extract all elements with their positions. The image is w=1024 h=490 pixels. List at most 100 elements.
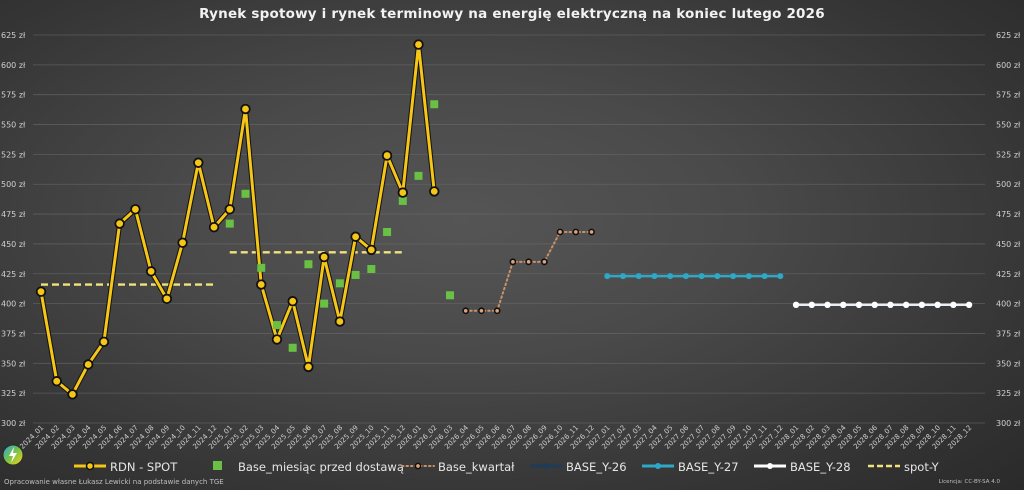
rdn-spot-marker bbox=[51, 376, 62, 387]
y-tick-label: 325 zł bbox=[996, 389, 1021, 398]
y-tick-label: 300 zł bbox=[1, 419, 26, 428]
y-tick-label: 425 zł bbox=[996, 270, 1021, 279]
base-kwartal-marker bbox=[556, 228, 564, 236]
gridlines bbox=[33, 34, 985, 424]
rdn-spot-marker bbox=[256, 279, 267, 290]
rdn-spot-marker bbox=[145, 266, 157, 277]
base-y27-marker bbox=[635, 273, 642, 280]
base-y28-marker bbox=[824, 301, 831, 309]
base-miesiac-marker bbox=[367, 264, 376, 273]
base-miesiac-marker bbox=[351, 270, 360, 279]
y-tick-label: 525 zł bbox=[996, 150, 1021, 159]
rdn-spot-marker bbox=[413, 39, 424, 50]
y-tick-label: 500 zł bbox=[996, 180, 1021, 189]
y-tick-label: 375 zł bbox=[1, 329, 26, 338]
rdn-spot-marker bbox=[397, 187, 408, 198]
base-y28-marker bbox=[792, 301, 800, 309]
y-tick-label: 600 zł bbox=[996, 61, 1021, 70]
rdn-spot-marker bbox=[114, 218, 125, 229]
y-tick-label: 400 zł bbox=[1, 300, 26, 309]
legend-item-base-miesiac: Base_miesiąc przed dostawą bbox=[200, 458, 404, 476]
base-kwartal-marker bbox=[588, 228, 595, 236]
y-tick-label: 450 zł bbox=[1, 240, 26, 249]
chart-title: Rynek spotowy i rynek terminowy na energ… bbox=[199, 6, 825, 22]
base-y28-marker bbox=[950, 301, 957, 309]
license-note: Licencja: CC-BY-SA 4.0 bbox=[938, 479, 1001, 485]
base-y27-marker bbox=[620, 273, 627, 280]
base-y27-marker bbox=[714, 273, 721, 280]
base-y27-marker bbox=[604, 273, 611, 280]
base-kwartal-marker bbox=[478, 307, 485, 315]
y-tick-label: 575 zł bbox=[996, 91, 1021, 100]
y-tick-label: 525 zł bbox=[1, 150, 26, 159]
base-y27-marker bbox=[698, 273, 705, 280]
y-tick-label: 475 zł bbox=[996, 210, 1021, 219]
rdn-spot-marker bbox=[67, 389, 78, 400]
base-y28-marker bbox=[808, 301, 815, 309]
base-kwartal-marker bbox=[493, 307, 501, 315]
y-tick-label: 375 zł bbox=[996, 329, 1021, 338]
rdn-spot-marker bbox=[161, 293, 173, 305]
base-y28-marker bbox=[887, 301, 894, 309]
rdn-spot-marker bbox=[35, 286, 47, 297]
y-tick-label: 325 zł bbox=[1, 389, 26, 398]
base-y28-marker bbox=[902, 301, 910, 309]
y-tick-label: 500 zł bbox=[1, 180, 26, 189]
y-axis-right: 300 zł 325 zł 350 zł 375 zł 400 zł 425 zł 450 … bbox=[996, 31, 1021, 428]
rdn-spot-marker bbox=[381, 150, 393, 161]
rdn-spot-marker bbox=[366, 244, 377, 256]
y-tick-label: 625 zł bbox=[996, 31, 1021, 40]
base-miesiac-marker bbox=[414, 171, 423, 180]
rdn-spot-marker bbox=[177, 237, 188, 248]
base-y28-legend-icon bbox=[752, 460, 790, 475]
rdn-spot-marker bbox=[130, 204, 141, 215]
legend-item-base-y26: BASE_Y-26 bbox=[528, 458, 627, 476]
base-y28-marker bbox=[840, 301, 847, 309]
legend-label: BASE_Y-28 bbox=[790, 460, 851, 474]
base-y27-legend-icon bbox=[640, 460, 678, 475]
plot-area: 300 zł 325 zł 350 zł 375 zł 400 zł 425 zł 450 … bbox=[1, 31, 1021, 451]
spot-y-legend-icon bbox=[866, 460, 904, 475]
base-kwartal-legend-icon bbox=[400, 460, 438, 475]
base-kwartal-marker bbox=[509, 258, 517, 266]
y-tick-label: 550 zł bbox=[1, 121, 26, 130]
base-y28-marker bbox=[855, 301, 863, 309]
rdn-spot-marker bbox=[350, 231, 361, 242]
rdn-spot-marker bbox=[82, 359, 94, 370]
base-kwartal-marker bbox=[525, 258, 533, 266]
base-y27-marker bbox=[667, 273, 674, 280]
base-y28-marker bbox=[965, 301, 973, 309]
y-tick-label: 575 zł bbox=[1, 91, 26, 100]
legend-label: BASE_Y-26 bbox=[566, 460, 627, 474]
y-tick-label: 425 zł bbox=[1, 270, 26, 279]
source-note: Opracowanie własne Łukasz Lewicki na pod… bbox=[4, 478, 224, 486]
base-y28-marker bbox=[934, 301, 941, 309]
legend-label: RDN - SPOT bbox=[110, 460, 178, 474]
legend: RDN - SPOT Base_miesiąc przed dostawą Base… bbox=[0, 458, 1024, 476]
rdn-spot-marker bbox=[318, 251, 330, 263]
rdn-spot-legend-icon bbox=[72, 460, 110, 475]
legend-item-base-y28: BASE_Y-28 bbox=[752, 458, 851, 476]
base-miesiac-marker bbox=[383, 227, 392, 236]
base-miesiac-marker bbox=[320, 299, 329, 308]
base-miesiac-marker bbox=[272, 321, 281, 330]
legend-item-spot-y: spot-Y bbox=[866, 458, 939, 476]
rdn-spot-marker bbox=[224, 204, 235, 215]
base-kwartal-marker bbox=[462, 307, 470, 315]
rdn-spot-marker bbox=[271, 334, 283, 345]
y-axis-left: 300 zł 325 zł 350 zł 375 zł 400 zł 425 zł 450 … bbox=[1, 31, 26, 428]
y-tick-label: 350 zł bbox=[996, 359, 1021, 368]
base-miesiac-marker bbox=[445, 291, 454, 300]
rdn-spot-marker bbox=[208, 222, 220, 233]
y-tick-label: 550 zł bbox=[996, 121, 1021, 130]
rdn-spot-marker bbox=[334, 316, 346, 327]
lightning-logo-icon bbox=[2, 444, 24, 466]
legend-label: BASE_Y-27 bbox=[678, 460, 739, 474]
base-miesiac-marker bbox=[398, 196, 407, 205]
legend-item-base-y27: BASE_Y-27 bbox=[640, 458, 739, 476]
legend-item-rdn-spot: RDN - SPOT bbox=[72, 458, 177, 476]
base-y28-marker bbox=[871, 301, 878, 309]
y-tick-label: 625 zł bbox=[1, 31, 26, 40]
y-tick-label: 600 zł bbox=[1, 61, 26, 70]
